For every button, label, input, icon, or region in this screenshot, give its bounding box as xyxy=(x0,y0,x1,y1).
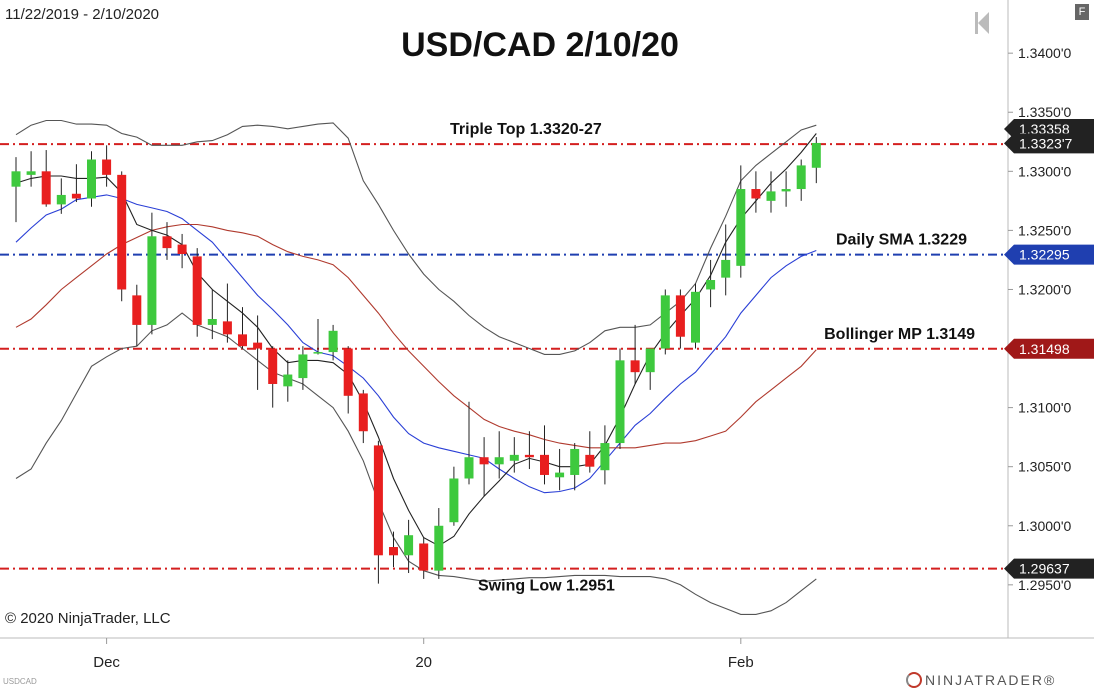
price-marker-bg xyxy=(1004,244,1094,265)
x-tick-label: Dec xyxy=(93,654,120,671)
candle-body xyxy=(751,189,761,199)
brand-name: NINJATRADER® xyxy=(925,672,1057,688)
candle-body xyxy=(26,171,36,175)
price-marker: 1.32295 xyxy=(1004,244,1094,265)
annotation-label: Daily SMA 1.3229 xyxy=(836,232,967,249)
candle-body xyxy=(41,171,51,205)
candle-body xyxy=(675,295,685,337)
candle-body xyxy=(132,295,142,325)
date-range-label: 11/22/2019 - 2/10/2020 xyxy=(5,6,160,23)
f-button[interactable]: F xyxy=(1075,4,1089,20)
price-marker: 1.31498 xyxy=(1004,338,1094,359)
candle-body xyxy=(464,457,474,479)
candle-body xyxy=(524,454,534,458)
candle-body xyxy=(238,334,247,347)
chart-title: USD/CAD 2/10/20 xyxy=(401,26,679,64)
y-tick-label: 1.3300'0 xyxy=(1018,163,1071,179)
candle-body xyxy=(207,319,217,325)
candle-body xyxy=(87,159,96,199)
candle-body xyxy=(328,330,338,353)
candle-body xyxy=(343,348,353,396)
y-tick-label: 1.3400'0 xyxy=(1018,45,1071,61)
candle-body xyxy=(56,194,66,205)
y-tick-label: 1.3350'0 xyxy=(1018,104,1071,120)
candle-body xyxy=(509,454,519,461)
price-marker-bg xyxy=(1004,338,1094,359)
candle-body xyxy=(147,236,157,325)
candle-body xyxy=(615,360,625,444)
candle-body xyxy=(449,478,459,523)
annotation-label: Bollinger MP 1.3149 xyxy=(824,326,975,343)
y-tick-label: 1.3050'0 xyxy=(1018,459,1071,475)
annotation-label: Swing Low 1.2951 xyxy=(478,578,615,595)
candle-body xyxy=(660,295,670,349)
candle-body xyxy=(313,352,323,354)
candle-body xyxy=(117,174,127,290)
candle-body xyxy=(766,191,776,201)
y-tick-label: 1.3000'0 xyxy=(1018,518,1071,534)
candle-body xyxy=(494,457,504,465)
candle-body xyxy=(419,543,429,571)
instrument-symbol: USDCAD xyxy=(3,677,37,686)
brand-logo-icon xyxy=(906,672,922,688)
candle-body xyxy=(691,291,700,343)
candle-body xyxy=(600,443,610,471)
candle-body xyxy=(177,244,187,255)
y-tick-label: 1.3250'0 xyxy=(1018,222,1071,238)
x-tick-label: 20 xyxy=(415,654,432,671)
x-tick-label: Feb xyxy=(728,654,754,671)
bollinger-lower-line xyxy=(15,312,817,615)
annotation-label: Triple Top 1.3320-27 xyxy=(450,121,602,138)
sma-blue-line xyxy=(15,194,817,494)
candle-body xyxy=(358,393,368,432)
candle-body xyxy=(540,454,549,475)
y-tick-label: 1.2950'0 xyxy=(1018,577,1071,593)
candle-body xyxy=(630,360,640,373)
candle-body xyxy=(736,189,746,266)
candle-body xyxy=(283,374,293,387)
candle-body xyxy=(570,448,580,475)
price-marker: 1.29637 xyxy=(1004,558,1094,579)
candle-body xyxy=(404,535,414,556)
price-marker-bg xyxy=(1004,133,1094,154)
y-tick-label: 1.3100'0 xyxy=(1018,400,1071,416)
candle-body xyxy=(781,189,791,192)
candle-body xyxy=(268,348,278,384)
price-marker-label: 1.31498 xyxy=(1019,341,1070,357)
price-marker: 1.3323'7 xyxy=(1004,133,1094,154)
candle-body xyxy=(555,472,565,478)
candle-body xyxy=(102,159,112,175)
candle-body xyxy=(389,547,398,556)
price-marker-label: 1.33358 xyxy=(1019,121,1070,137)
price-marker-bg xyxy=(1004,558,1094,579)
bollinger-midpoint-line xyxy=(15,223,817,449)
candle-body xyxy=(11,171,21,187)
candle-body xyxy=(192,256,202,325)
price-marker-label: 1.29637 xyxy=(1019,561,1070,577)
candle-body xyxy=(373,445,383,556)
candle-body xyxy=(222,321,232,335)
copyright-text: © 2020 NinjaTrader, LLC xyxy=(5,610,171,627)
price-marker-label: 1.32295 xyxy=(1019,247,1070,263)
candle-body xyxy=(162,236,172,249)
candle-body xyxy=(645,348,655,373)
candle-body xyxy=(71,193,81,199)
candle-body xyxy=(811,142,821,168)
candle-body xyxy=(253,342,263,349)
candle-body xyxy=(298,354,308,379)
candle-body xyxy=(706,280,716,290)
candle-body xyxy=(479,457,489,465)
candle-body xyxy=(434,525,444,571)
price-marker-label: 1.3323'7 xyxy=(1019,135,1072,151)
scroll-to-start-icon[interactable] xyxy=(975,12,989,34)
candle-body xyxy=(721,259,731,278)
candle-body xyxy=(585,454,595,467)
candle-body xyxy=(796,165,806,190)
y-tick-label: 1.3200'0 xyxy=(1018,281,1071,297)
